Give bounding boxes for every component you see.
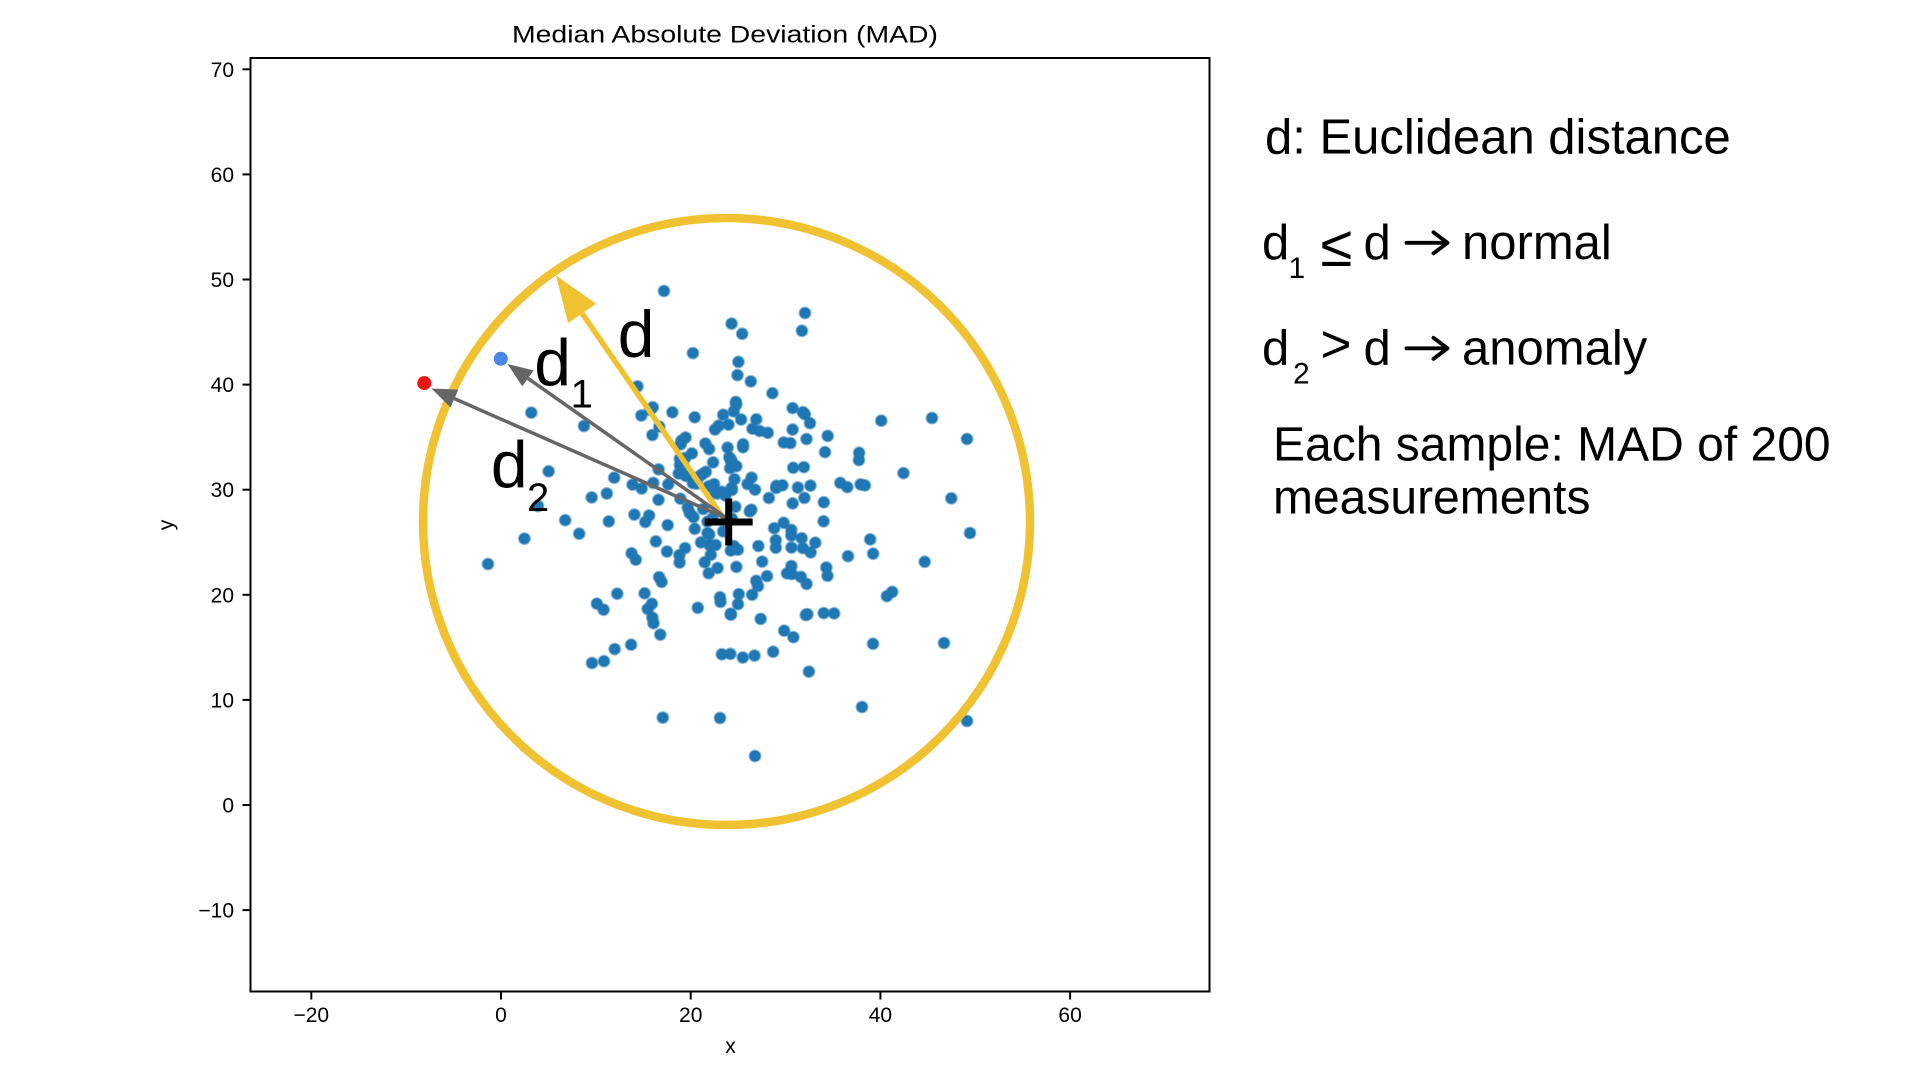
svg-text:30: 30 (211, 479, 234, 502)
svg-text:2: 2 (1293, 358, 1310, 391)
svg-text:1: 1 (1289, 252, 1306, 285)
svg-text:>: > (1321, 315, 1352, 374)
svg-text:Each sample: MAD of 200: Each sample: MAD of 200 (1273, 419, 1831, 472)
svg-text:−10: −10 (198, 900, 234, 923)
svg-text:d: Euclidean distance: d: Euclidean distance (1265, 111, 1731, 165)
svg-text:d: d (1262, 322, 1289, 376)
svg-text:d: d (1364, 216, 1391, 270)
svg-text:d: d (1364, 322, 1391, 376)
svg-text:60: 60 (211, 164, 234, 187)
svg-text:50: 50 (211, 269, 234, 292)
svg-text:0: 0 (495, 1004, 507, 1027)
svg-text:40: 40 (869, 1004, 892, 1027)
svg-text:x: x (725, 1035, 736, 1058)
svg-text:10: 10 (211, 689, 234, 712)
svg-text:−20: −20 (293, 1004, 329, 1027)
svg-text:≤: ≤ (1321, 214, 1353, 279)
svg-text:0: 0 (222, 795, 234, 818)
svg-text:2: 2 (527, 476, 549, 520)
svg-text:d: d (618, 297, 655, 371)
svg-text:d: d (491, 428, 528, 502)
svg-text:1: 1 (571, 373, 593, 417)
svg-text:70: 70 (211, 59, 234, 82)
svg-text:anomaly: anomaly (1462, 322, 1648, 376)
svg-text:measurements: measurements (1273, 472, 1590, 525)
svg-text:Median Absolute Deviation (MAD: Median Absolute Deviation (MAD) (512, 22, 938, 49)
svg-text:60: 60 (1058, 1004, 1081, 1027)
svg-text:y: y (155, 519, 178, 530)
svg-text:20: 20 (679, 1004, 702, 1027)
svg-text:40: 40 (211, 374, 234, 397)
svg-text:normal: normal (1462, 216, 1612, 270)
svg-text:d: d (1262, 216, 1289, 270)
svg-text:20: 20 (211, 584, 234, 607)
svg-text:d: d (534, 326, 571, 400)
